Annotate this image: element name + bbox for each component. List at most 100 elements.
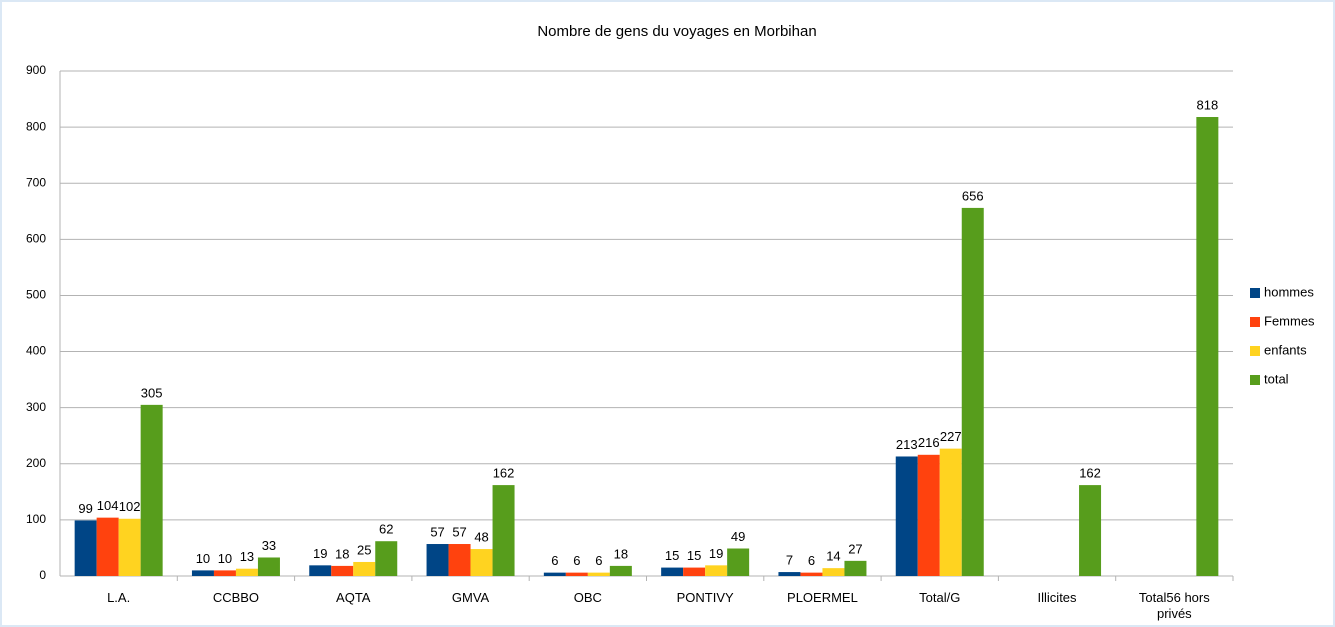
bar: [778, 572, 801, 576]
x-tick-label: Illicites: [1037, 590, 1077, 605]
bar: [426, 544, 449, 576]
data-label: 104: [97, 498, 119, 513]
bar: [235, 568, 258, 576]
x-tick-label: OBC: [573, 590, 602, 605]
data-label: 13: [240, 549, 254, 564]
data-label: 15: [665, 548, 679, 563]
y-tick-label: 0: [39, 568, 46, 582]
legend-label: total: [1264, 371, 1289, 386]
bar: [800, 572, 823, 576]
data-label: 818: [1196, 97, 1218, 112]
bar: [917, 454, 940, 576]
y-tick-label: 500: [26, 288, 46, 302]
bar: [353, 561, 376, 576]
y-tick-label: 400: [26, 344, 46, 358]
bar: [609, 565, 632, 576]
legend-swatch: [1250, 375, 1260, 385]
bar: [96, 517, 119, 576]
bar: [492, 485, 515, 576]
data-label: 27: [848, 541, 862, 556]
bar: [257, 557, 280, 576]
legend-label: enfants: [1264, 342, 1307, 357]
bar: [961, 207, 984, 576]
bar: [939, 448, 962, 576]
bar: [118, 518, 141, 576]
legend-label: Femmes: [1264, 313, 1315, 328]
bar: [683, 567, 706, 576]
data-label: 57: [452, 524, 466, 539]
x-tick-label: AQTA: [336, 590, 371, 605]
y-tick-label: 800: [26, 119, 46, 133]
y-tick-label: 300: [26, 400, 46, 414]
data-label: 6: [551, 553, 558, 568]
bar: [822, 568, 845, 576]
x-tick-label: L.A.: [107, 590, 131, 605]
data-label: 213: [896, 437, 918, 452]
data-label: 19: [313, 546, 327, 561]
bar: [844, 560, 867, 576]
x-tick-label: GMVA: [451, 590, 490, 605]
data-label: 102: [119, 499, 141, 514]
bar: [895, 456, 918, 576]
data-label: 19: [709, 546, 723, 561]
x-tick-label: Total/G: [919, 590, 961, 605]
data-label: 7: [786, 553, 793, 568]
data-label: 305: [141, 385, 163, 400]
data-label: 18: [335, 546, 349, 561]
bar: [1196, 117, 1219, 576]
bar: [727, 548, 750, 576]
bar: [1079, 485, 1102, 576]
data-label: 216: [918, 435, 940, 450]
data-label: 6: [595, 553, 602, 568]
y-tick-label: 700: [26, 175, 46, 189]
bar: [587, 572, 610, 576]
data-label: 162: [493, 466, 515, 481]
data-label: 48: [474, 530, 488, 545]
data-label: 10: [218, 551, 232, 566]
legend-label: hommes: [1264, 284, 1314, 299]
data-label: 99: [78, 501, 92, 516]
y-tick-label: 600: [26, 232, 46, 246]
data-label: 25: [357, 542, 371, 557]
bar: [543, 572, 566, 576]
bar: [565, 572, 588, 576]
data-label: 49: [731, 529, 745, 544]
x-tick-label: Total56 hors privés: [1138, 590, 1210, 621]
data-label: 227: [940, 429, 962, 444]
x-tick-label: PONTIVY: [676, 590, 734, 605]
bar: [213, 570, 236, 576]
x-tick-label: PLOERMEL: [787, 590, 858, 605]
bar: [661, 567, 684, 576]
bar: [375, 541, 398, 576]
chart-title: Nombre de gens du voyages en Morbihan: [537, 23, 816, 40]
data-label: 62: [379, 522, 393, 537]
x-tick-label: CCBBO: [212, 590, 260, 605]
legend-swatch: [1250, 317, 1260, 327]
bar: [470, 549, 493, 576]
y-tick-label: 900: [26, 63, 46, 77]
y-tick-label: 200: [26, 456, 46, 470]
data-label: 656: [962, 188, 984, 203]
data-label: 6: [573, 553, 580, 568]
data-label: 10: [196, 551, 210, 566]
bar: [309, 565, 332, 576]
legend-swatch: [1250, 346, 1260, 356]
bar: [331, 565, 354, 576]
bar: [191, 570, 214, 576]
data-label: 57: [430, 524, 444, 539]
data-label: 18: [614, 546, 628, 561]
y-tick-label: 100: [26, 512, 46, 526]
bar: [448, 544, 471, 576]
data-label: 15: [687, 548, 701, 563]
data-label: 162: [1079, 466, 1101, 481]
bar: [140, 404, 163, 576]
data-label: 33: [262, 538, 276, 553]
data-label: 14: [826, 549, 840, 564]
bar: [74, 520, 97, 576]
legend-swatch: [1250, 288, 1260, 298]
data-label: 6: [808, 553, 815, 568]
bar: [705, 565, 728, 576]
